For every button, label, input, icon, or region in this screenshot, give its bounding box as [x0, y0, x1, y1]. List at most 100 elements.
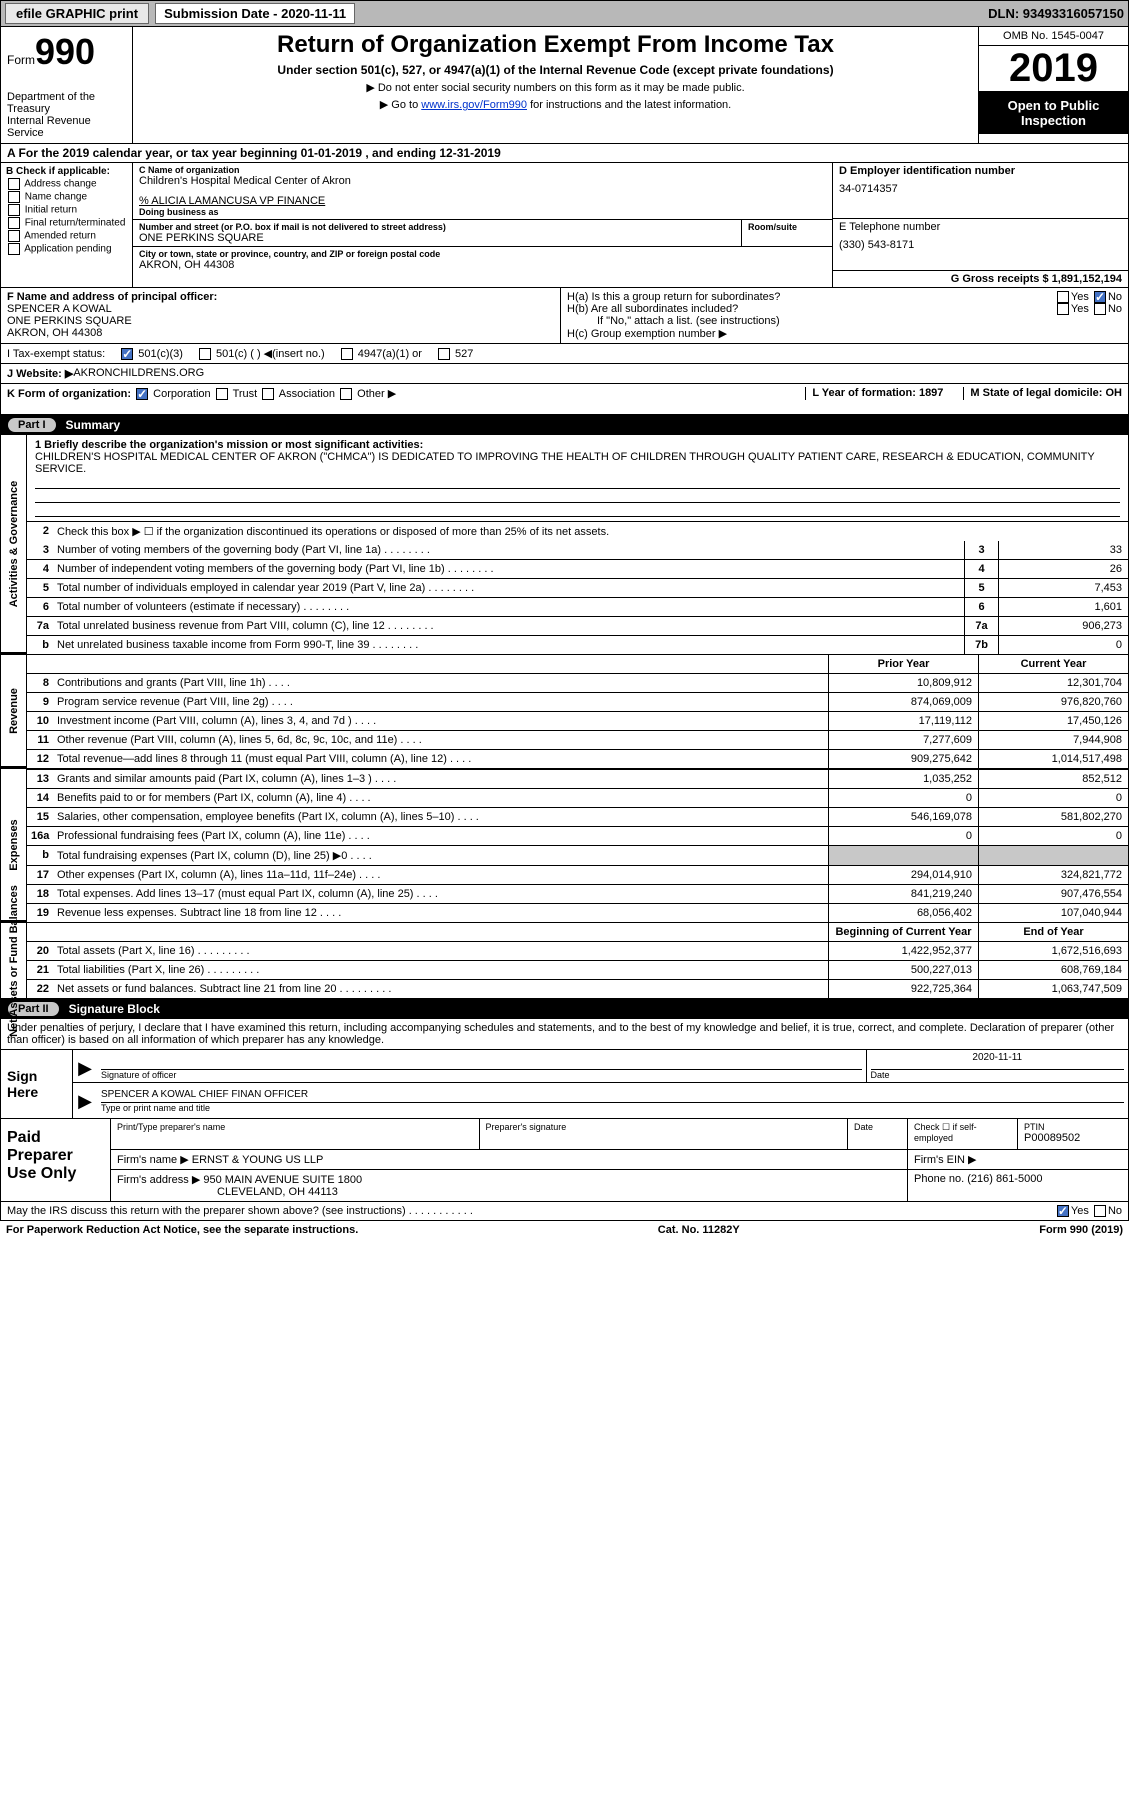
firm-addr2: CLEVELAND, OH 44113: [217, 1186, 338, 1198]
telephone: (330) 543-8171: [839, 239, 1122, 251]
activities-section: Activities & Governance 1 Briefly descri…: [0, 435, 1129, 655]
gov-row: bNet unrelated business taxable income f…: [27, 635, 1128, 654]
revenue-row: 9Program service revenue (Part VIII, lin…: [27, 692, 1128, 711]
department: Department of the Treasury Internal Reve…: [7, 91, 126, 139]
end-year-hdr: End of Year: [978, 923, 1128, 941]
principal-row: F Name and address of principal officer:…: [0, 288, 1129, 344]
sign-here-label: Sign Here: [1, 1050, 73, 1118]
firm-ein-label: Firm's EIN ▶: [908, 1150, 1128, 1169]
side-activities: Activities & Governance: [1, 435, 27, 654]
ha-label: H(a) Is this a group return for subordin…: [567, 291, 780, 303]
form-title: Return of Organization Exempt From Incom…: [141, 31, 970, 59]
expense-row: bTotal fundraising expenses (Part IX, co…: [27, 845, 1128, 865]
expense-row: 13Grants and similar amounts paid (Part …: [27, 769, 1128, 788]
firm-phone: (216) 861-5000: [967, 1173, 1042, 1185]
officer-print-name: SPENCER A KOWAL CHIEF FINAN OFFICER: [101, 1085, 1124, 1103]
revenue-row: 12Total revenue—add lines 8 through 11 (…: [27, 749, 1128, 768]
public-inspection: Open to Public Inspection: [979, 92, 1128, 134]
gov-row: 3Number of voting members of the governi…: [27, 541, 1128, 559]
header-left: Form 990 Department of the Treasury Inte…: [1, 27, 133, 143]
expenses-content: 13Grants and similar amounts paid (Part …: [27, 769, 1128, 922]
net-row: 22Net assets or fund balances. Subtract …: [27, 979, 1128, 998]
side-revenue: Revenue: [1, 655, 27, 768]
expenses-section: Expenses 13Grants and similar amounts pa…: [0, 769, 1129, 923]
footer-line: For Paperwork Reduction Act Notice, see …: [0, 1221, 1129, 1239]
cat-no: Cat. No. 11282Y: [658, 1224, 740, 1236]
gov-row: 4Number of independent voting members of…: [27, 559, 1128, 578]
sign-block: Sign Here ▶ Signature of officer 2020-11…: [0, 1050, 1129, 1119]
chk-initial[interactable]: Initial return: [6, 204, 127, 216]
arrow-icon: ▶: [73, 1050, 97, 1082]
ptin: P00089502: [1024, 1132, 1122, 1144]
column-de: D Employer identification number 34-0714…: [832, 163, 1128, 287]
care-of: % ALICIA LAMANCUSA VP FINANCE: [139, 195, 325, 207]
form-footer: Form 990 (2019): [1039, 1224, 1123, 1236]
org-name: Children's Hospital Medical Center of Ak…: [139, 175, 826, 187]
ein: 34-0714357: [839, 183, 1122, 195]
part1-header: Part I Summary: [0, 415, 1129, 435]
website-url[interactable]: AKRONCHILDRENS.ORG: [73, 367, 204, 380]
chk-amended[interactable]: Amended return: [6, 230, 127, 242]
tax-exempt-row: I Tax-exempt status: 501(c)(3) 501(c) ( …: [0, 344, 1129, 364]
chk-name[interactable]: Name change: [6, 191, 127, 203]
street: ONE PERKINS SQUARE: [139, 232, 735, 244]
gross-cell: G Gross receipts $ 1,891,152,194: [833, 271, 1128, 287]
prior-year-hdr: Prior Year: [828, 655, 978, 673]
section-bcd: B Check if applicable: Address change Na…: [0, 163, 1129, 288]
state-domicile: M State of legal domicile: OH: [970, 387, 1122, 399]
expense-row: 14Benefits paid to or for members (Part …: [27, 788, 1128, 807]
efile-print-button[interactable]: efile GRAPHIC print: [5, 3, 149, 24]
part1-title: Summary: [66, 418, 121, 432]
revenue-row: 8Contributions and grants (Part VIII, li…: [27, 673, 1128, 692]
tax-year: 2019: [979, 46, 1128, 92]
omb-number: OMB No. 1545-0047: [979, 27, 1128, 46]
beg-year-hdr: Beginning of Current Year: [828, 923, 978, 941]
form-word: Form: [7, 53, 35, 67]
expense-row: 18Total expenses. Add lines 13–17 (must …: [27, 884, 1128, 903]
net-content: Beginning of Current Year End of Year 20…: [27, 923, 1128, 998]
tel-cell: E Telephone number (330) 543-8171: [833, 219, 1128, 271]
firm-addr1: 950 MAIN AVENUE SUITE 1800: [203, 1174, 362, 1186]
expense-row: 19Revenue less expenses. Subtract line 1…: [27, 903, 1128, 922]
part2-header: Part II Signature Block: [0, 999, 1129, 1019]
chk-pending[interactable]: Application pending: [6, 243, 127, 255]
expense-row: 15Salaries, other compensation, employee…: [27, 807, 1128, 826]
irs-link[interactable]: www.irs.gov/Form990: [421, 99, 527, 111]
pra-notice: For Paperwork Reduction Act Notice, see …: [6, 1224, 358, 1236]
column-b: B Check if applicable: Address change Na…: [1, 163, 133, 287]
form-number: 990: [35, 31, 95, 73]
expense-row: 17Other expenses (Part IX, column (A), l…: [27, 865, 1128, 884]
city-cell: City or town, state or province, country…: [133, 247, 832, 273]
revenue-section: Revenue Prior Year Current Year 8Contrib…: [0, 655, 1129, 769]
part1-pill: Part I: [8, 418, 56, 432]
website-row: J Website: ▶ AKRONCHILDRENS.ORG: [0, 364, 1129, 384]
section-h: H(a) Is this a group return for subordin…: [561, 288, 1128, 343]
activities-content: 1 Briefly describe the organization's mi…: [27, 435, 1128, 654]
ein-cell: D Employer identification number 34-0714…: [833, 163, 1128, 219]
col-b-header: B Check if applicable:: [6, 166, 110, 177]
discuss-row: May the IRS discuss this return with the…: [0, 1202, 1129, 1221]
current-year-hdr: Current Year: [978, 655, 1128, 673]
form-subtitle: Under section 501(c), 527, or 4947(a)(1)…: [141, 63, 970, 77]
part2-title: Signature Block: [69, 1002, 160, 1016]
ssn-note: ▶ Do not enter social security numbers o…: [141, 81, 970, 94]
side-net: Net Assets or Fund Balances: [1, 923, 27, 998]
kform-row: K Form of organization: Corporation Trus…: [0, 384, 1129, 415]
officer-name: SPENCER A KOWAL: [7, 303, 112, 315]
chk-final[interactable]: Final return/terminated: [6, 217, 127, 229]
expense-row: 16aProfessional fundraising fees (Part I…: [27, 826, 1128, 845]
line-2: 2 Check this box ▶ ☐ if the organization…: [27, 521, 1128, 541]
city: AKRON, OH 44308: [139, 259, 826, 271]
room-cell: Room/suite: [742, 220, 832, 247]
revenue-content: Prior Year Current Year 8Contributions a…: [27, 655, 1128, 768]
hc-label: H(c) Group exemption number ▶: [567, 327, 1122, 340]
chk-address[interactable]: Address change: [6, 178, 127, 190]
mission-block: 1 Briefly describe the organization's mi…: [27, 435, 1128, 521]
mission-label: 1 Briefly describe the organization's mi…: [35, 439, 423, 451]
gross-receipts: 1,891,152,194: [1052, 273, 1122, 285]
hb-label: H(b) Are all subordinates included?: [567, 303, 738, 315]
firm-name: ERNST & YOUNG US LLP: [192, 1154, 324, 1166]
header-title-block: Return of Organization Exempt From Incom…: [133, 27, 978, 143]
arrow-icon: ▶: [73, 1083, 97, 1115]
gov-row: 6Total number of volunteers (estimate if…: [27, 597, 1128, 616]
